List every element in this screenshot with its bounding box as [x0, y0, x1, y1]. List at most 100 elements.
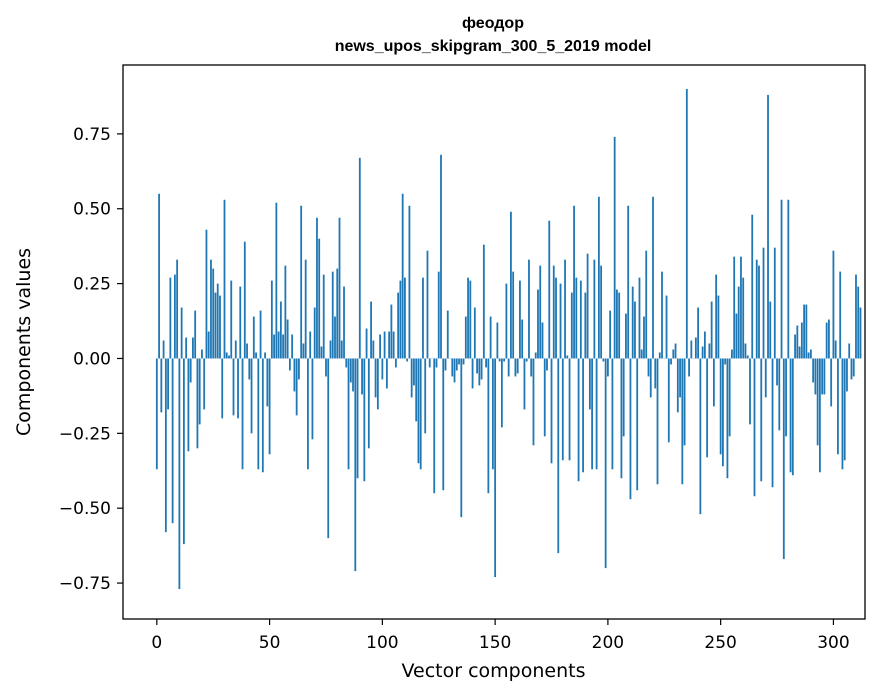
bar: [755, 259, 758, 359]
bar: [510, 211, 512, 359]
bar: [496, 322, 499, 359]
bar: [706, 358, 709, 458]
x-axis-label: Vector components: [402, 660, 586, 682]
bar: [171, 358, 174, 524]
bar: [487, 358, 490, 494]
bar: [652, 196, 654, 359]
x-tick-label: 300: [817, 633, 849, 653]
bar: [832, 250, 835, 359]
bar: [473, 307, 476, 359]
bar: [647, 358, 650, 377]
bar: [313, 307, 316, 359]
bar: [604, 358, 607, 569]
bar: [837, 358, 839, 455]
bar: [399, 280, 402, 359]
bar: [537, 289, 539, 359]
bar: [753, 358, 756, 497]
bar: [539, 265, 542, 359]
bar: [514, 358, 517, 377]
bar: [667, 358, 670, 443]
bar: [277, 331, 280, 359]
bar: [358, 157, 361, 359]
bar: [469, 280, 472, 359]
bar: [749, 358, 751, 425]
bar: [394, 358, 397, 368]
bar: [649, 358, 652, 398]
bar: [823, 358, 826, 395]
y-tick-label: −0.50: [59, 499, 111, 519]
bar: [834, 340, 837, 359]
bar: [428, 358, 431, 368]
bar: [656, 358, 659, 485]
bar: [309, 331, 312, 359]
bar: [622, 358, 625, 437]
bar: [530, 358, 533, 377]
bar: [674, 343, 677, 359]
bar: [408, 205, 411, 359]
bar: [699, 358, 702, 515]
bar: [631, 286, 634, 359]
bar: [476, 358, 478, 374]
bar: [588, 358, 591, 410]
bar: [830, 358, 833, 407]
bar: [442, 358, 445, 491]
bar: [688, 358, 690, 377]
bar: [778, 358, 781, 431]
bar: [458, 358, 460, 365]
bar: [670, 358, 672, 365]
bar: [771, 358, 774, 488]
bar: [593, 259, 596, 359]
bar: [731, 349, 733, 359]
bar: [575, 277, 578, 359]
bar: [703, 331, 706, 359]
bar: [521, 319, 524, 359]
bars-group: [155, 88, 862, 590]
bar: [187, 358, 190, 452]
y-tick-label: 0.25: [73, 275, 111, 295]
bar: [570, 292, 573, 359]
bar: [365, 328, 368, 359]
bar: [264, 352, 266, 359]
bar: [839, 271, 842, 359]
bar: [512, 271, 515, 359]
bar: [413, 358, 415, 386]
bar: [543, 358, 546, 437]
bar: [383, 331, 386, 359]
bar: [685, 88, 688, 359]
bar: [162, 340, 165, 359]
bar: [816, 358, 819, 446]
bar: [293, 358, 296, 392]
bar: [237, 358, 239, 419]
bar: [397, 292, 400, 359]
bar: [185, 337, 188, 359]
bar: [424, 358, 427, 434]
bar: [273, 334, 275, 359]
bar: [255, 352, 257, 359]
bar: [169, 277, 172, 359]
bar: [559, 283, 562, 359]
bar: [516, 358, 519, 374]
bar: [683, 358, 686, 446]
bar: [196, 358, 199, 449]
bar: [807, 352, 810, 359]
bar: [611, 358, 614, 470]
bar: [507, 358, 510, 377]
bar: [232, 358, 235, 416]
bar: [602, 358, 605, 362]
bar: [286, 319, 289, 359]
bar: [338, 217, 341, 359]
bar: [780, 199, 783, 359]
chart-title: феодор: [462, 15, 524, 32]
bar: [410, 358, 413, 398]
bar: [782, 358, 785, 560]
bar: [444, 358, 447, 371]
bar: [318, 238, 321, 359]
bar: [523, 358, 526, 410]
bar: [715, 274, 718, 359]
bar: [198, 358, 201, 425]
bar: [158, 193, 160, 359]
bar: [717, 295, 720, 359]
bar: [182, 358, 185, 545]
bar: [367, 358, 370, 449]
bar: [552, 265, 555, 359]
